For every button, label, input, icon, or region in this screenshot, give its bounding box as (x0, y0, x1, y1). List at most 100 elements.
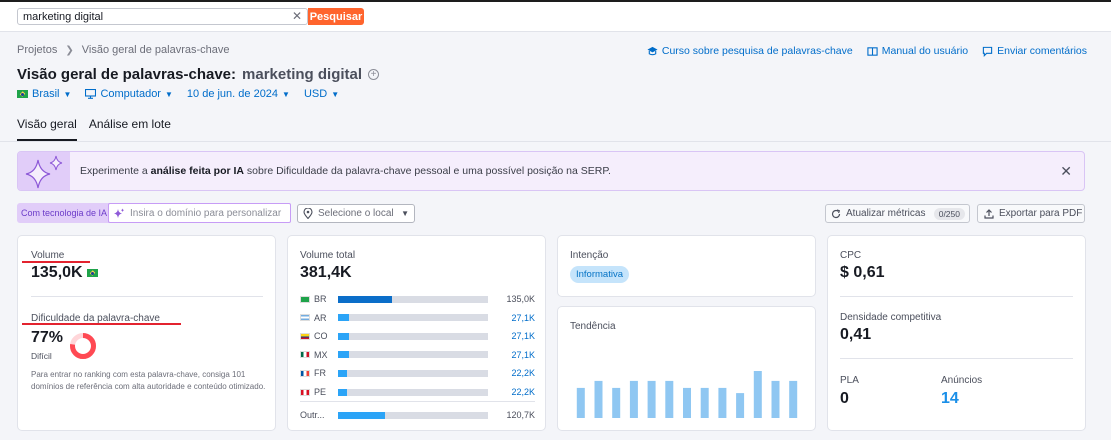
country-volume-value[interactable]: 22,2K (511, 368, 535, 379)
sparkle-icon (18, 152, 70, 190)
date-filter-label: 10 de jun. de 2024 (186, 88, 279, 100)
feedback-link-label: Enviar comentários (997, 45, 1087, 57)
domain-input[interactable]: Insira o domínio para personalizar (108, 203, 291, 223)
update-metrics-button[interactable]: Atualizar métricas 0/250 (825, 204, 970, 223)
course-link[interactable]: Curso sobre pesquisa de palavras-chave (647, 45, 853, 57)
book-icon (867, 46, 878, 56)
country-volume-value[interactable]: 27,1K (511, 349, 535, 360)
brazil-flag-icon (86, 269, 98, 277)
country-volume-bar-fill (338, 388, 347, 396)
page-title-main: Visão geral de palavras-chave: (17, 66, 237, 83)
trend-bar[interactable] (700, 387, 709, 418)
country-volume-bar-fill (338, 351, 349, 359)
cpc-label: CPC (840, 250, 862, 261)
trend-bar[interactable] (771, 380, 780, 418)
country-volume-value[interactable]: 27,1K (511, 312, 535, 323)
pe-flag-icon (300, 388, 310, 396)
tab-batch-analysis[interactable]: Análise em lote (88, 117, 171, 131)
device-filter-label: Computador (100, 88, 161, 100)
export-pdf-button[interactable]: Exportar para PDF (977, 204, 1085, 223)
device-filter[interactable]: Computador ▼ (85, 88, 173, 100)
chevron-down-icon: ▼ (282, 89, 290, 99)
country-volume-value[interactable]: 27,1K (511, 331, 535, 342)
brazil-flag-icon (17, 90, 28, 98)
trend-bar[interactable] (612, 387, 621, 418)
red-underline (22, 261, 90, 263)
feedback-link[interactable]: Enviar comentários (982, 45, 1087, 57)
country-volume-bar (338, 351, 488, 359)
header-links: Curso sobre pesquisa de palavras-chave M… (647, 45, 1087, 57)
country-filter[interactable]: Brasil ▼ (17, 88, 71, 100)
trend-bar[interactable] (736, 393, 745, 418)
country-volume-row: CO 27,1K (300, 330, 535, 342)
trend-card: Tendência (557, 306, 816, 431)
banner-text-bold[interactable]: análise feita por IA (150, 165, 244, 177)
filters-bar: Brasil ▼ Computador ▼ 10 de jun. de 2024… (17, 88, 339, 100)
intent-card: Intenção Informativa (557, 235, 816, 297)
search-box[interactable] (17, 8, 308, 25)
search-button[interactable]: Pesquisar (308, 8, 364, 25)
chevron-down-icon: ▼ (164, 89, 173, 99)
cpc-card: CPC $ 0,61 Densidade competitiva 0,41 PL… (827, 235, 1086, 431)
country-volume-row: FR 22,2K (300, 367, 535, 379)
other-countries-label: Outr... (300, 410, 325, 420)
currency-filter-label: USD (303, 88, 328, 100)
tabs-divider (0, 141, 1111, 142)
trend-bar[interactable] (665, 380, 674, 418)
trend-bar[interactable] (629, 380, 638, 418)
total-volume-label: Volume total (300, 250, 356, 261)
country-code: FR (314, 368, 326, 379)
divider (31, 296, 263, 297)
ai-banner: Experimente a análise feita por IA sobre… (17, 151, 1085, 191)
difficulty-level: Difícil (31, 351, 52, 361)
country-volume-row: AR 27,1K (300, 312, 535, 324)
intent-badge: Informativa (570, 266, 629, 283)
trend-label: Tendência (570, 321, 616, 332)
trend-bar[interactable] (718, 387, 727, 418)
ai-badge: Com tecnologia de IA (17, 203, 112, 223)
ads-label: Anúncios (941, 375, 983, 386)
other-countries-bar-fill (338, 411, 385, 419)
date-filter[interactable]: 10 de jun. de 2024 ▼ (187, 88, 290, 100)
course-link-label: Curso sobre pesquisa de palavras-chave (661, 45, 853, 57)
country-volume-bar-fill (338, 332, 349, 340)
close-icon[interactable]: ✕ (1060, 163, 1072, 179)
country-volume-value[interactable]: 22,2K (511, 387, 535, 397)
trend-bar[interactable] (683, 387, 691, 418)
clear-icon[interactable]: ✕ (292, 9, 303, 23)
top-edge (0, 0, 1111, 2)
trend-chart (576, 371, 798, 418)
country-code: AR (314, 312, 327, 323)
red-underline (22, 323, 181, 325)
trend-bar[interactable] (647, 380, 656, 418)
country-volume-bar (338, 369, 488, 377)
currency-filter[interactable]: USD ▼ (304, 88, 339, 100)
volume-label: Volume (31, 250, 65, 261)
breadcrumb-current: Visão geral de palavras-chave (81, 44, 230, 56)
country-code: BR (314, 294, 327, 304)
trend-bar[interactable] (753, 371, 762, 418)
banner-text: Experimente a análise feita por IA sobre… (80, 165, 611, 177)
country-code: CO (314, 331, 328, 342)
trend-bar[interactable] (594, 380, 603, 418)
country-volume-bar (338, 332, 488, 340)
add-circle-icon[interactable]: + (368, 69, 380, 80)
tab-overview[interactable]: Visão geral (17, 117, 77, 141)
ads-value[interactable]: 14 (941, 390, 959, 407)
location-select[interactable]: Selecione o local ▼ (297, 204, 415, 223)
refresh-icon (831, 208, 841, 218)
cpc-value: $ 0,61 (840, 264, 885, 281)
br-flag-icon (300, 295, 310, 303)
breadcrumb-projects[interactable]: Projetos (17, 44, 58, 56)
pla-label: PLA (840, 375, 859, 386)
country-volume-bar (338, 388, 488, 396)
trend-bar[interactable] (576, 387, 585, 418)
search-input[interactable] (23, 9, 283, 24)
manual-link[interactable]: Manual do usuário (867, 45, 968, 57)
country-filter-label: Brasil (32, 88, 60, 100)
tabs: Visão geral Análise em lote (17, 117, 171, 141)
country-volume-bar (338, 314, 488, 322)
trend-bar[interactable] (789, 380, 798, 418)
other-countries-bar (338, 411, 488, 419)
update-count-badge: 0/250 (933, 207, 965, 220)
